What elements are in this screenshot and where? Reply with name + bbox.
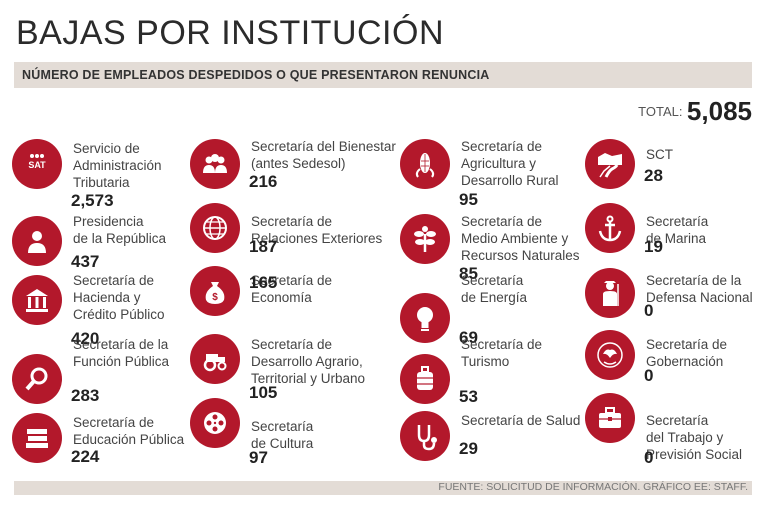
- tractor-icon: [190, 334, 240, 384]
- institution-name: Secretaría de Turismo: [461, 337, 543, 369]
- plant-icon: [400, 214, 450, 264]
- institution-value: 105: [249, 383, 278, 402]
- money-bag-icon: $: [190, 266, 240, 316]
- eagle-seal-icon: [585, 330, 635, 380]
- institution-value: 0: [644, 366, 654, 385]
- toolbox-icon: [585, 393, 635, 443]
- institution-name: Secretaría de Marina: [646, 214, 709, 246]
- globe-icon: [190, 203, 240, 253]
- institution-name: Secretaría de Agricultura y Desarrollo R…: [461, 139, 559, 188]
- magnifier-icon: [12, 354, 62, 404]
- institution-value: 95: [459, 190, 478, 209]
- sat-icon: SAT: [12, 139, 62, 189]
- page-title: BAJAS POR INSTITUCIÓN: [16, 14, 444, 52]
- building-icon: [12, 275, 62, 325]
- corn-icon: [400, 139, 450, 189]
- institution-value: 2,573: [71, 191, 114, 210]
- institution-name: Secretaría de Desarrollo Agrario, Territ…: [251, 337, 366, 386]
- total-block: TOTAL: 5,085: [638, 96, 752, 127]
- institution-name: Secretaría de Cultura: [251, 419, 314, 451]
- film-reel-icon: [190, 398, 240, 448]
- institution-value: 85: [459, 264, 478, 283]
- subtitle: NÚMERO DE EMPLEADOS DESPEDIDOS O QUE PRE…: [22, 68, 490, 82]
- person-icon: [12, 216, 62, 266]
- institution-name: Secretaría de Gobernación: [646, 337, 728, 369]
- institution-value: 420: [71, 329, 100, 348]
- institution-value: 224: [71, 447, 100, 466]
- footer-bar: FUENTE: SOLICITUD DE INFORMACIÓN. GRÁFIC…: [14, 481, 752, 495]
- institution-value: 69: [459, 328, 478, 347]
- suitcase-icon: [400, 354, 450, 404]
- institution-value: 165: [249, 273, 278, 292]
- institution-value: 53: [459, 387, 478, 406]
- source-note: FUENTE: SOLICITUD DE INFORMACIÓN. GRÁFIC…: [438, 481, 748, 493]
- institution-value: 29: [459, 439, 478, 458]
- books-icon: [12, 413, 62, 463]
- institution-value: 28: [644, 166, 663, 185]
- institution-value: 97: [249, 448, 268, 467]
- institution-name: Servicio de Administración Tributaria: [73, 141, 162, 190]
- subtitle-bar: NÚMERO DE EMPLEADOS DESPEDIDOS O QUE PRE…: [14, 62, 752, 88]
- institution-name: Secretaría del Trabajo y Previsión Socia…: [646, 413, 743, 462]
- institution-name: Secretaría de la Función Pública: [73, 337, 170, 369]
- institution-name: Secretaría de Relaciones Exteriores: [251, 214, 383, 246]
- institution-name: Secretaría del Bienestar (antes Sedesol): [251, 139, 396, 171]
- institution-value: 0: [644, 301, 654, 320]
- stethoscope-icon: [400, 411, 450, 461]
- institution-value: 19: [644, 237, 663, 256]
- institution-name: Secretaría de Medio Ambiente y Recursos …: [461, 214, 580, 263]
- institution-name: Secretaría de Hacienda y Crédito Público: [73, 273, 165, 322]
- total-label: TOTAL:: [638, 104, 683, 119]
- institution-value: 283: [71, 386, 100, 405]
- institution-name: Secretaría de Educación Pública: [73, 415, 185, 447]
- svg-text:SAT: SAT: [28, 160, 46, 170]
- lightbulb-icon: [400, 293, 450, 343]
- anchor-icon: [585, 203, 635, 253]
- soldier-icon: [585, 268, 635, 318]
- institution-name: Secretaría de la Defensa Nacional: [646, 273, 753, 305]
- people-icon: [190, 139, 240, 189]
- institution-value: 216: [249, 172, 278, 191]
- institution-name: Presidencia de la República: [73, 214, 167, 246]
- institution-value: 437: [71, 252, 100, 271]
- institution-name: SCT: [646, 147, 673, 162]
- total-value: 5,085: [686, 96, 752, 126]
- institution-name: Secretaría de Economía: [251, 273, 333, 305]
- institution-value: 187: [249, 237, 278, 256]
- road-icon: [585, 139, 635, 189]
- institution-name: Secretaría de Energía: [461, 273, 528, 305]
- institution-name: Secretaría de Salud: [461, 413, 581, 428]
- institution-value: 0: [644, 448, 654, 467]
- svg-text:$: $: [212, 292, 218, 303]
